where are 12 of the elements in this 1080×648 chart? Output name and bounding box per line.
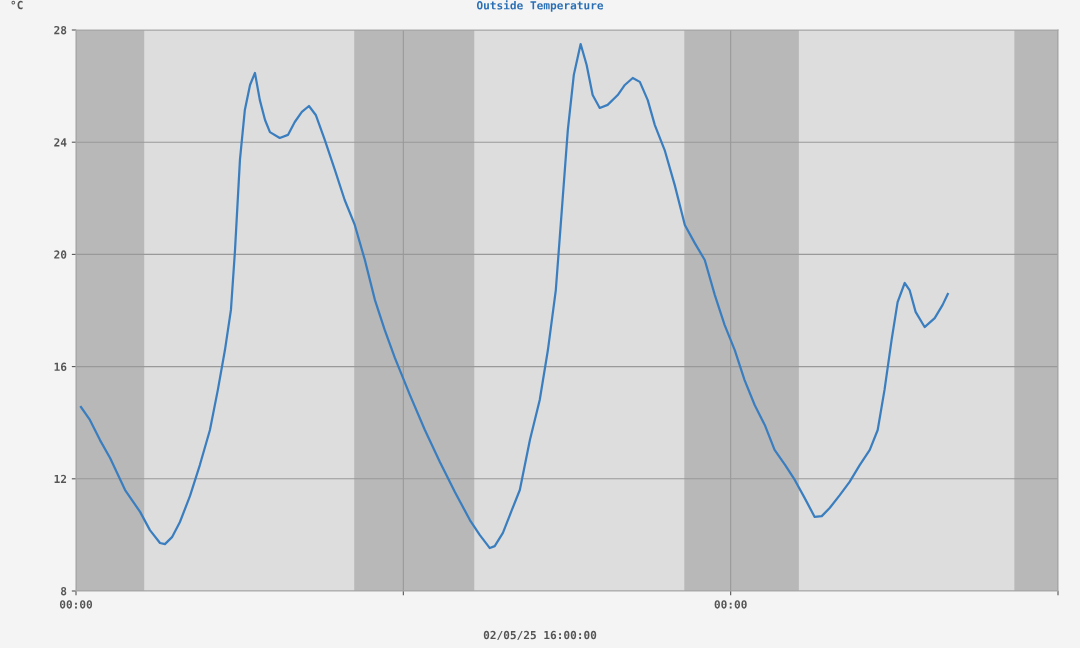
x-tick-label: 00:00 <box>714 600 747 609</box>
y-tick-label: 28 <box>54 25 67 35</box>
y-tick-label: 16 <box>54 362 67 371</box>
chart-title: Outside Temperature <box>476 0 604 12</box>
y-tick-label: 8 <box>60 586 67 596</box>
x-axis-title: 02/05/25 16:00:00 <box>483 630 597 641</box>
y-axis-title: °C <box>11 0 23 10</box>
y-tick-label: 12 <box>54 474 67 484</box>
y-tick-label: 20 <box>54 250 67 259</box>
y-tick-label: 24 <box>54 138 67 147</box>
x-tick-label: 00:00 <box>59 600 93 609</box>
line-series <box>79 42 949 550</box>
